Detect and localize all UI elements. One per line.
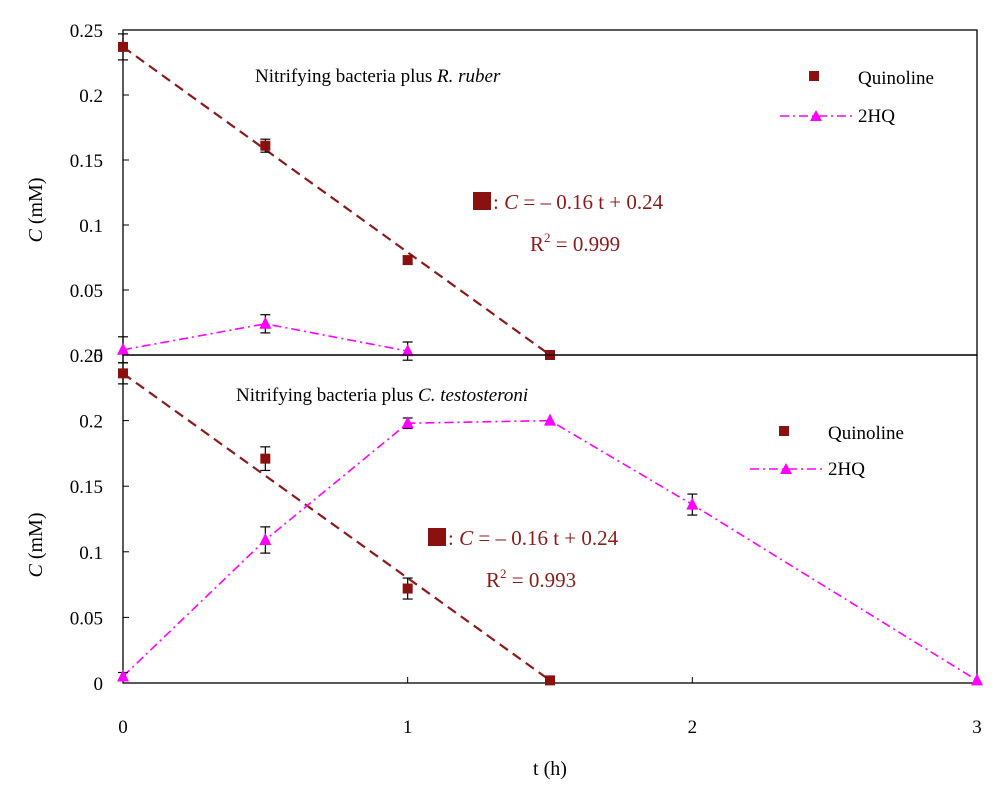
annotation-top-r2-sup: 2 [544, 230, 551, 245]
annotation-top-r2-rest: = 0.999 [551, 232, 621, 256]
annotation-bottom-eq-rest: = – 0.16 t + 0.24 [473, 526, 619, 550]
y-tick-label-top-3: 0.1 [79, 216, 103, 237]
data-point-bottom-quinoline-1 [260, 453, 271, 464]
legend-bottom-quinoline-marker [779, 426, 789, 436]
data-point-bottom-2hq-3 [544, 413, 556, 426]
annotation-top-r2-base: R [530, 232, 544, 256]
y-ticks-top: 0.25 0.2 0.15 0.1 0.05 0 [70, 21, 129, 367]
annotation-bottom-equation: : C = – 0.16 t + 0.24 [448, 526, 619, 550]
legend-top-quinoline-marker [809, 71, 819, 81]
legend-top-2hq-label: 2HQ [858, 106, 895, 127]
legend-top-2hq-marker [810, 110, 822, 121]
y-tick-label-top-5: 0 [94, 346, 104, 367]
y-axis-label-top: C (mM) [25, 177, 47, 242]
x-tick-label-3: 3 [972, 717, 982, 738]
fit-line-top-path [122, 46, 551, 356]
annotation-top-equation: : C = – 0.16 t + 0.24 [493, 190, 664, 214]
series-top [117, 33, 555, 364]
series-line-top-2hq [122, 322, 408, 352]
legend-bottom-2hq-label: 2HQ [828, 459, 865, 480]
annotation-bottom-r2-sup: 2 [500, 566, 507, 581]
x-tick-label-1: 1 [403, 717, 413, 738]
panel-title-bottom: Nitrifying bacteria plus C. testosteroni [236, 385, 528, 406]
data-point-bottom-2hq-5 [971, 673, 983, 686]
y-tick-label-bottom-5: 0 [94, 674, 104, 695]
y-axis-label-bottom-italic: C [25, 564, 47, 578]
legend-bottom-2hq-marker [780, 463, 792, 474]
fit-line-bottom-path [122, 372, 551, 682]
y-ticks-bottom: 0.25 0.2 0.15 0.1 0.05 0 [70, 346, 129, 695]
data-point-top-quinoline-1 [260, 140, 271, 151]
data-point-top-quinoline-0 [118, 41, 128, 52]
legend-bottom-quinoline-label: Quinoline [828, 423, 904, 444]
x-axis-label: t (h) [533, 758, 567, 780]
y-axis-label-bottom: C (mM) [25, 512, 47, 577]
annotation-top-eq-italic: C [504, 190, 519, 214]
series-line-bottom-2hq [122, 419, 978, 682]
data-point-bottom-2hq-2 [401, 416, 414, 429]
fit-line-top [122, 46, 551, 356]
x-tick-label-0: 0 [118, 717, 128, 738]
legend-bottom: Quinoline 2HQ [750, 423, 904, 480]
annotation-top: : C = – 0.16 t + 0.24 R2 = 0.999 [473, 190, 664, 256]
panel-title-top-italic: R. ruber [436, 66, 501, 87]
panel-bottom: 0.25 0.2 0.15 0.1 0.05 0 0 1 2 3 Nitrifying bact… [25, 346, 983, 780]
panel-top: 0.25 0.2 0.15 0.1 0.05 0 Nitrifying bacteria … [25, 21, 978, 367]
data-point-top-quinoline-2 [402, 255, 413, 266]
y-axis-label-bottom-rest: (mM) [25, 512, 47, 564]
y-tick-label-top-1: 0.2 [79, 86, 103, 107]
annotation-bottom: : C = – 0.16 t + 0.24 R2 = 0.993 [428, 526, 619, 592]
y-tick-label-bottom-2: 0.15 [70, 477, 103, 498]
annotation-bottom-r2-base: R [486, 568, 500, 592]
data-point-bottom-quinoline-2 [402, 583, 413, 594]
data-point-bottom-quinoline-0 [118, 368, 128, 379]
y-tick-label-bottom-4: 0.05 [70, 608, 103, 629]
y-tick-label-top-2: 0.15 [70, 151, 103, 172]
panel-title-top-plain: Nitrifying bacteria plus [255, 66, 437, 87]
annotation-bottom-marker [428, 528, 446, 546]
x-ticks-bottom: 0 1 2 3 [118, 677, 982, 738]
annotation-top-eq-rest: = – 0.16 t + 0.24 [518, 190, 664, 214]
legend-top: Quinoline 2HQ [780, 68, 934, 127]
annotation-bottom-colon: : [448, 526, 459, 550]
annotation-bottom-eq-italic: C [459, 526, 474, 550]
x-tick-label-2: 2 [688, 717, 698, 738]
annotation-top-colon: : [493, 190, 504, 214]
panel-title-top: Nitrifying bacteria plus R. ruber [255, 66, 501, 87]
annotation-bottom-r2: R2 = 0.993 [486, 566, 576, 592]
data-point-top-2hq-0 [117, 342, 129, 355]
y-tick-label-bottom-3: 0.1 [79, 543, 103, 564]
y-tick-label-bottom-1: 0.2 [79, 412, 103, 433]
y-tick-label-top-4: 0.05 [70, 281, 103, 302]
annotation-bottom-r2-rest: = 0.993 [507, 568, 577, 592]
y-tick-label-bottom-0: 0.25 [70, 346, 103, 367]
data-point-top-2hq-1 [259, 316, 272, 329]
y-axis-label-top-rest: (mM) [25, 177, 47, 229]
data-point-bottom-quinoline-3 [545, 675, 555, 686]
legend-top-quinoline-label: Quinoline [858, 68, 934, 89]
fit-line-bottom [122, 372, 551, 682]
data-point-bottom-2hq-1 [259, 532, 272, 545]
series-bottom [117, 362, 983, 686]
y-axis-label-top-italic: C [25, 229, 47, 243]
annotation-top-marker [473, 192, 491, 210]
y-tick-label-top-0: 0.25 [70, 21, 103, 42]
panel-title-bottom-italic: C. testosteroni [418, 385, 528, 406]
data-point-bottom-2hq-4 [686, 497, 699, 510]
data-point-top-2hq-2 [401, 344, 414, 357]
data-point-bottom-2hq-0 [117, 669, 129, 682]
annotation-top-r2: R2 = 0.999 [530, 230, 620, 256]
panel-title-bottom-plain: Nitrifying bacteria plus [236, 385, 418, 406]
